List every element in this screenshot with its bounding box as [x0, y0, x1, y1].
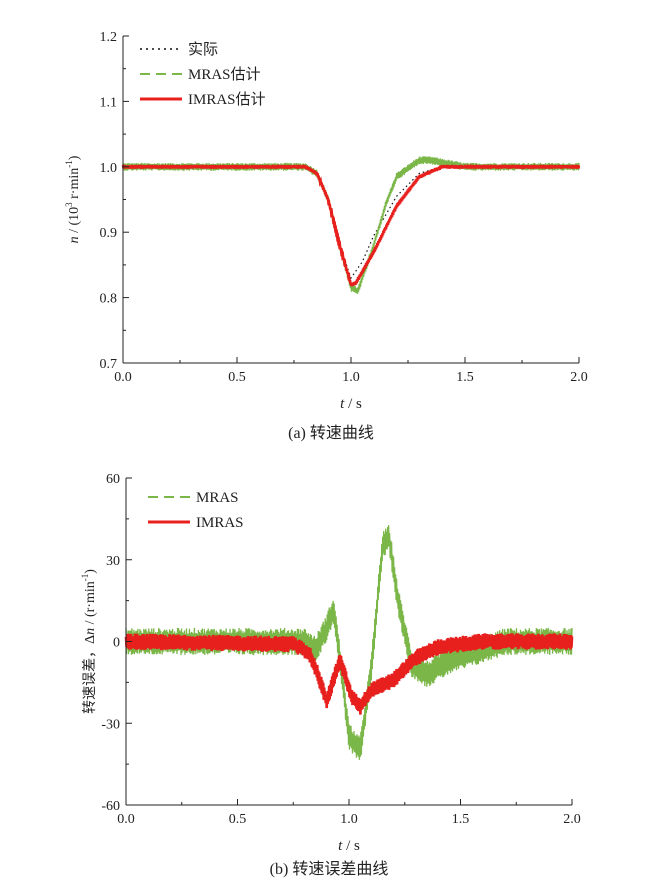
x-tick-label: 0.0: [114, 370, 132, 385]
panel-caption: (a) 转速曲线: [288, 424, 374, 442]
y-tick-label: -30: [101, 717, 120, 732]
y-tick-label: 1.2: [100, 30, 118, 45]
y-tick-label: 0.9: [100, 226, 118, 241]
x-tick-label: 0.5: [228, 370, 246, 385]
legend-label: MRAS: [196, 490, 239, 506]
y-tick-label: 1.1: [100, 95, 118, 110]
x-tick-label: 1.5: [452, 812, 470, 827]
y-tick-label: 30: [106, 554, 120, 569]
x-tick-label: 0.0: [117, 812, 135, 827]
series-line-IMRAS估计: [121, 164, 581, 287]
y-axis-label: n / (103 r·min-1): [64, 155, 82, 243]
series-line-MRAS: [125, 525, 573, 760]
y-tick-label: -60: [101, 799, 120, 814]
legend-label: IMRAS: [196, 515, 244, 531]
y-tick-label: 60: [106, 472, 120, 487]
panel-caption: (b) 转速误差曲线: [270, 860, 389, 878]
x-tick-label: 1.0: [340, 812, 358, 827]
x-tick-label: 0.5: [229, 812, 247, 827]
chart-panel-a: 0.0 0.5 1.0 1.5 2.0 0.7 0.8 0.9 1.0 1.1 1.2 t / s n …: [64, 30, 588, 442]
y-tick-label: 0: [113, 636, 120, 651]
x-axis-label: t / s: [338, 838, 360, 854]
x-axis-label: t / s: [340, 396, 362, 412]
series-line-实际: [123, 166, 579, 280]
series-line-MRAS估计: [122, 156, 580, 294]
y-axis-label: 转速误差，Δn / (r·min-1): [80, 569, 98, 714]
legend-label: 实际: [188, 41, 218, 58]
y-tick-label: 0.8: [100, 292, 118, 307]
x-tick-label: 1.0: [342, 370, 360, 385]
y-tick-label: 0.7: [100, 357, 118, 372]
legend-label: MRAS估计: [188, 66, 261, 83]
chart-panel-b: 0.0 0.5 1.0 1.5 2.0 -60 -30 0 30 60 t / s 转速误差，Δn /…: [80, 472, 581, 878]
y-tick-label: 1.0: [100, 161, 118, 176]
legend-label: IMRAS估计: [188, 91, 266, 108]
x-tick-label: 2.0: [570, 370, 588, 385]
x-tick-label: 1.5: [456, 370, 474, 385]
series-line-IMRAS: [124, 633, 574, 715]
x-tick-label: 2.0: [563, 812, 581, 827]
